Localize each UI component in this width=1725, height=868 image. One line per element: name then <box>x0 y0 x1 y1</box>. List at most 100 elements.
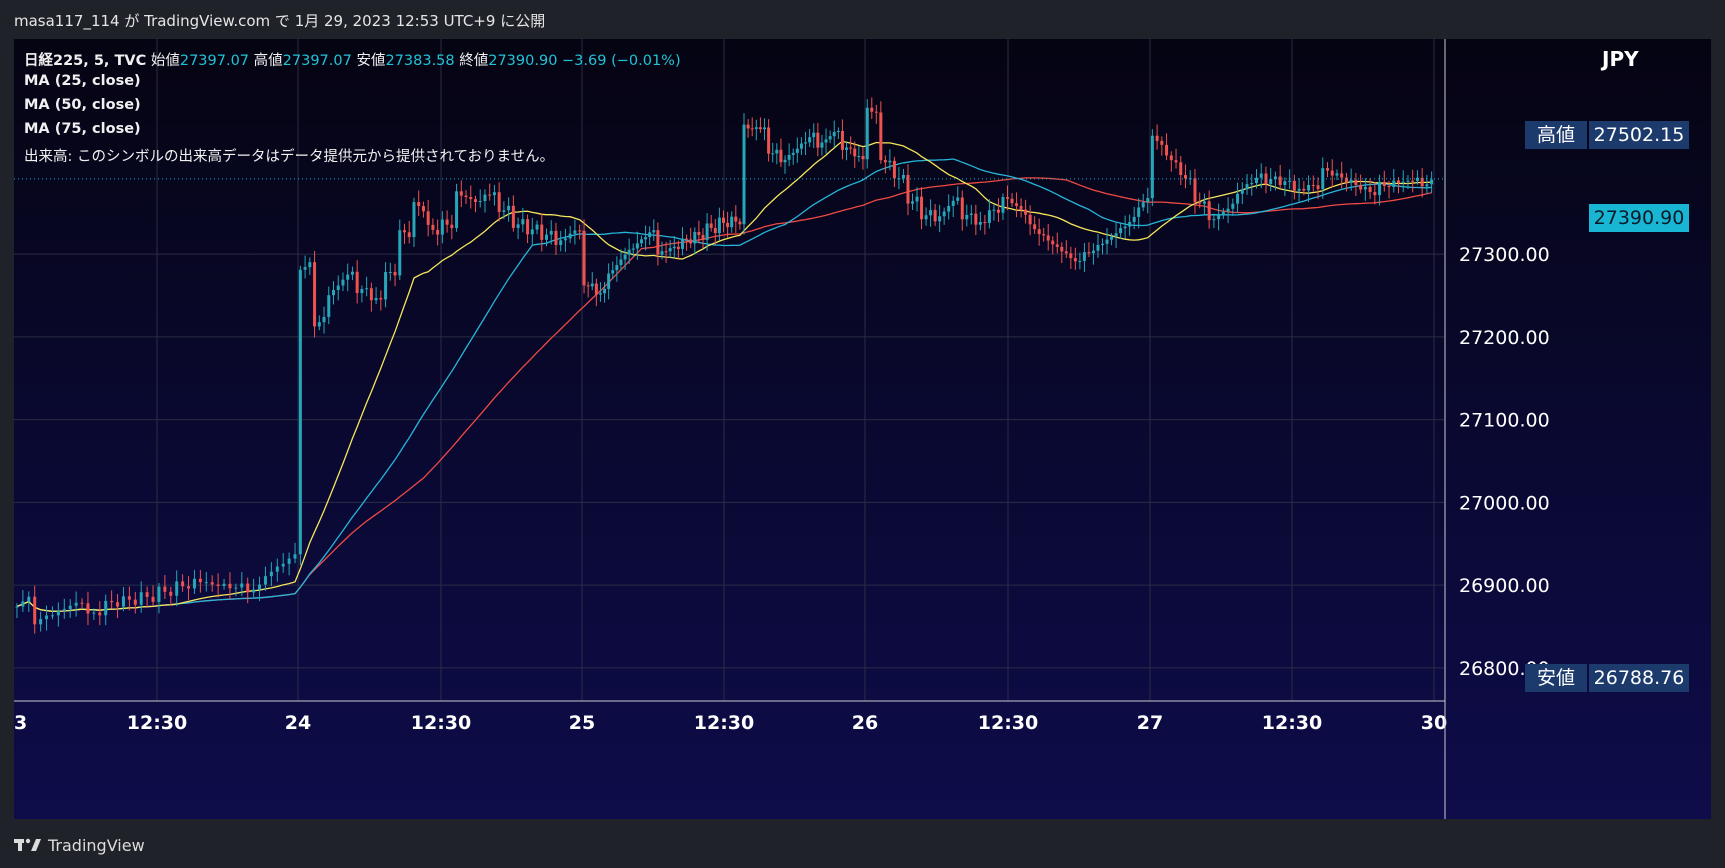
open-label: 始値 <box>150 53 180 69</box>
low-badge-value: 26788.76 <box>1589 664 1689 692</box>
candle-body <box>1033 224 1037 230</box>
low-label: 安値 <box>356 53 386 69</box>
candle-body <box>1024 209 1028 215</box>
tradingview-logo-icon <box>14 838 41 851</box>
candle-body <box>1221 211 1225 216</box>
candle-body <box>417 202 421 207</box>
candle-body <box>693 232 697 244</box>
high-label: 高値 <box>253 53 283 69</box>
candle-body <box>1392 180 1396 188</box>
ma50-line <box>16 158 1432 612</box>
currency-label[interactable]: JPY <box>1602 47 1639 71</box>
candle-body <box>62 609 66 611</box>
candle-body <box>680 238 684 249</box>
candle-body <box>1015 203 1019 206</box>
candle-body <box>198 578 202 583</box>
candle-body <box>1297 188 1301 191</box>
candle-body <box>269 571 273 577</box>
candle-body <box>388 271 392 273</box>
chart-panel[interactable]: 27300.00 27200.00 27100.00 27000.00 26900.00… <box>14 39 1711 819</box>
candle-body <box>795 148 799 153</box>
candlesticks <box>15 97 1434 634</box>
candle-body <box>1264 173 1268 185</box>
ma75-legend[interactable]: MA (75, close) <box>24 121 141 137</box>
candle-body <box>820 142 824 148</box>
candle-body <box>734 216 738 222</box>
candle-body <box>783 159 787 163</box>
x-tick-label: 12:30 <box>127 712 187 734</box>
candle-body <box>767 127 771 154</box>
candle-body <box>1387 186 1391 188</box>
candle-body <box>1330 170 1334 176</box>
candle-body <box>892 160 896 179</box>
candle-body <box>685 238 689 240</box>
candle-body <box>726 222 730 228</box>
candle-body <box>594 283 598 295</box>
candle-body <box>660 251 664 255</box>
candle-body <box>1382 181 1386 187</box>
candle-body <box>145 592 149 597</box>
candle-body <box>1406 180 1410 182</box>
candle-body <box>1359 184 1363 190</box>
candle-body <box>293 554 297 559</box>
candle-body <box>50 615 54 617</box>
low-badge-label: 安値 <box>1525 664 1587 692</box>
candle-body <box>812 132 816 138</box>
candle-body <box>275 566 279 572</box>
candle-body <box>1105 239 1109 244</box>
ma25-legend[interactable]: MA (25, close) <box>24 73 141 89</box>
candle-body <box>258 584 262 590</box>
candle-body <box>824 139 828 143</box>
candle-body <box>440 219 444 235</box>
candle-body <box>559 240 563 245</box>
candle-body <box>1037 229 1041 235</box>
candle-body <box>86 603 90 614</box>
candle-body <box>1042 234 1046 236</box>
candle-body <box>1132 216 1136 222</box>
candle-body <box>631 248 635 250</box>
candle-body <box>1378 181 1382 196</box>
candle-body <box>56 610 60 616</box>
candle-body <box>127 596 131 600</box>
candle-body <box>45 615 49 620</box>
ma50-legend[interactable]: MA (50, close) <box>24 97 141 113</box>
candle-body <box>327 295 331 317</box>
candle-body <box>563 238 567 241</box>
candle-body <box>313 262 317 327</box>
candle-body <box>676 246 680 249</box>
candle-body <box>526 219 530 235</box>
candle-body <box>730 216 734 228</box>
price-chart[interactable]: 27300.00 27200.00 27100.00 27000.00 26900.00… <box>14 39 1711 819</box>
candle-body <box>403 230 406 233</box>
candle-body <box>879 112 883 161</box>
candle-body <box>808 137 812 143</box>
ma25-line <box>16 140 1432 612</box>
candle-body <box>1096 244 1100 251</box>
x-tick-label: 27 <box>1137 712 1163 734</box>
candle-body <box>951 200 955 206</box>
grid-lines <box>14 39 1444 701</box>
candle-body <box>1179 162 1183 176</box>
candle-body <box>947 205 951 212</box>
candle-body <box>965 214 969 220</box>
candle-body <box>516 224 520 228</box>
tradingview-logo[interactable]: TradingView <box>14 835 145 855</box>
candle-body <box>21 601 25 607</box>
candle-body <box>960 197 964 220</box>
candle-body <box>924 215 928 220</box>
candle-body <box>1006 197 1009 199</box>
candle-body <box>1019 205 1023 210</box>
candle-body <box>355 271 359 294</box>
x-tick-label: 12:30 <box>1262 712 1322 734</box>
close-value: 27390.90 <box>488 53 558 69</box>
candle-body <box>1335 173 1339 176</box>
y-tick-label: 27000.00 <box>1459 492 1550 514</box>
candle-body <box>1212 219 1216 221</box>
candle-body <box>1174 160 1178 163</box>
candle-body <box>853 148 857 157</box>
candle-body <box>369 288 373 301</box>
candle-body <box>469 197 473 200</box>
candle-body <box>365 288 369 290</box>
candle-body <box>840 130 844 150</box>
candle-body <box>983 221 987 223</box>
